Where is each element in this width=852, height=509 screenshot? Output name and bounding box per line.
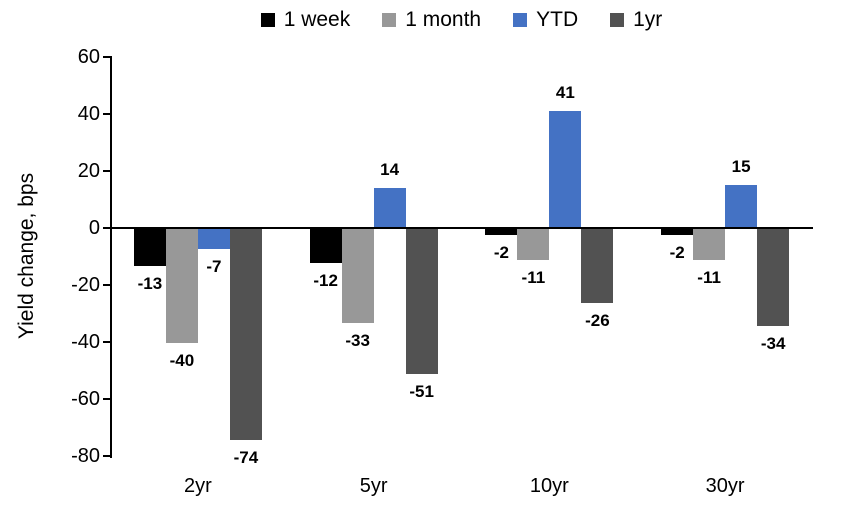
bar-ytd-2yr (197, 229, 230, 249)
bar-value-label: -74 (233, 447, 259, 467)
bar-value-label: -2 (669, 242, 685, 262)
legend-label: YTD (536, 8, 579, 31)
legend-label: 1 week (283, 8, 351, 31)
bar-value-label: 14 (380, 160, 400, 180)
y-axis-title: Yield change, bps (15, 172, 38, 340)
bar-ytd-30yr (725, 185, 758, 228)
y-axis-tick-mark (103, 398, 112, 400)
y-axis-tick-mark (103, 56, 112, 58)
y-axis-tick-label: -20 (71, 274, 100, 296)
bar-value-label: -40 (169, 351, 195, 370)
legend-item-1-week: 1 week (260, 6, 351, 34)
legend-item-ytd: YTD (513, 6, 578, 34)
y-axis-tick-label: 0 (88, 217, 100, 239)
bar-value-label: -34 (760, 333, 786, 353)
bar-value-label: -51 (409, 382, 434, 402)
y-axis-tick-mark (103, 170, 112, 172)
legend-label: 1 month (405, 8, 482, 31)
y-axis-tick-mark (103, 284, 112, 286)
y-axis-tick-mark (103, 455, 112, 457)
bar-1yr-2yr (229, 229, 262, 440)
bar-value-label: -11 (697, 268, 721, 288)
bar-value-label: -2 (493, 242, 509, 262)
bar-ytd-10yr (549, 111, 582, 228)
bar-1-month-2yr (165, 229, 198, 343)
bar-value-label: -33 (345, 331, 370, 351)
legend-item-1-month: 1 month (382, 6, 481, 34)
bar-1-week-10yr (485, 229, 518, 235)
y-axis-tick-label: -60 (71, 388, 100, 410)
bar-1-month-10yr (517, 229, 550, 261)
bar-value-label: 41 (555, 83, 575, 103)
bar-1-month-5yr (341, 229, 374, 324)
legend-swatch-icon (610, 13, 625, 27)
legend-label: 1yr (633, 8, 663, 31)
y-axis-tick-mark (103, 341, 112, 343)
y-axis-line (110, 57, 112, 458)
bar-value-label: -11 (521, 268, 546, 288)
x-axis-category-label: 10yr (529, 475, 569, 497)
bar-1-month-30yr (693, 229, 726, 261)
bar-value-label: -12 (313, 271, 338, 291)
x-axis-category-label: 2yr (183, 475, 212, 497)
bar-value-label: 15 (731, 157, 751, 177)
bar-ytd-5yr (373, 188, 406, 228)
x-axis-category-label: 5yr (359, 475, 388, 497)
bar-1-week-5yr (309, 229, 342, 264)
bar-value-label: -26 (585, 311, 610, 331)
x-axis-category-label: 30yr (705, 475, 745, 497)
y-axis-tick-mark (103, 227, 112, 229)
y-axis-tick-label: -80 (71, 445, 100, 467)
y-axis-tick-mark (103, 113, 112, 115)
legend-item-1yr: 1yr (610, 6, 662, 34)
bar-value-label: -13 (137, 274, 163, 294)
bar-1yr-30yr (757, 229, 790, 326)
bar-1yr-5yr (405, 229, 438, 375)
legend-swatch-icon (382, 13, 397, 27)
legend-swatch-icon (260, 13, 275, 27)
bar-1-week-2yr (133, 229, 166, 267)
bar-value-label: -7 (206, 256, 222, 276)
legend-swatch-icon (513, 13, 528, 27)
y-axis-tick-label: 20 (77, 160, 100, 182)
bar-1yr-10yr (581, 229, 614, 304)
bar-1-week-30yr (661, 229, 694, 235)
y-axis-tick-label: 60 (77, 46, 100, 68)
y-axis-tick-label: 40 (77, 103, 100, 125)
x-axis-zero-line (110, 227, 813, 229)
y-axis-tick-label: -40 (71, 331, 100, 353)
chart-legend: 1 week 1 month YTD 1yr (110, 6, 813, 34)
